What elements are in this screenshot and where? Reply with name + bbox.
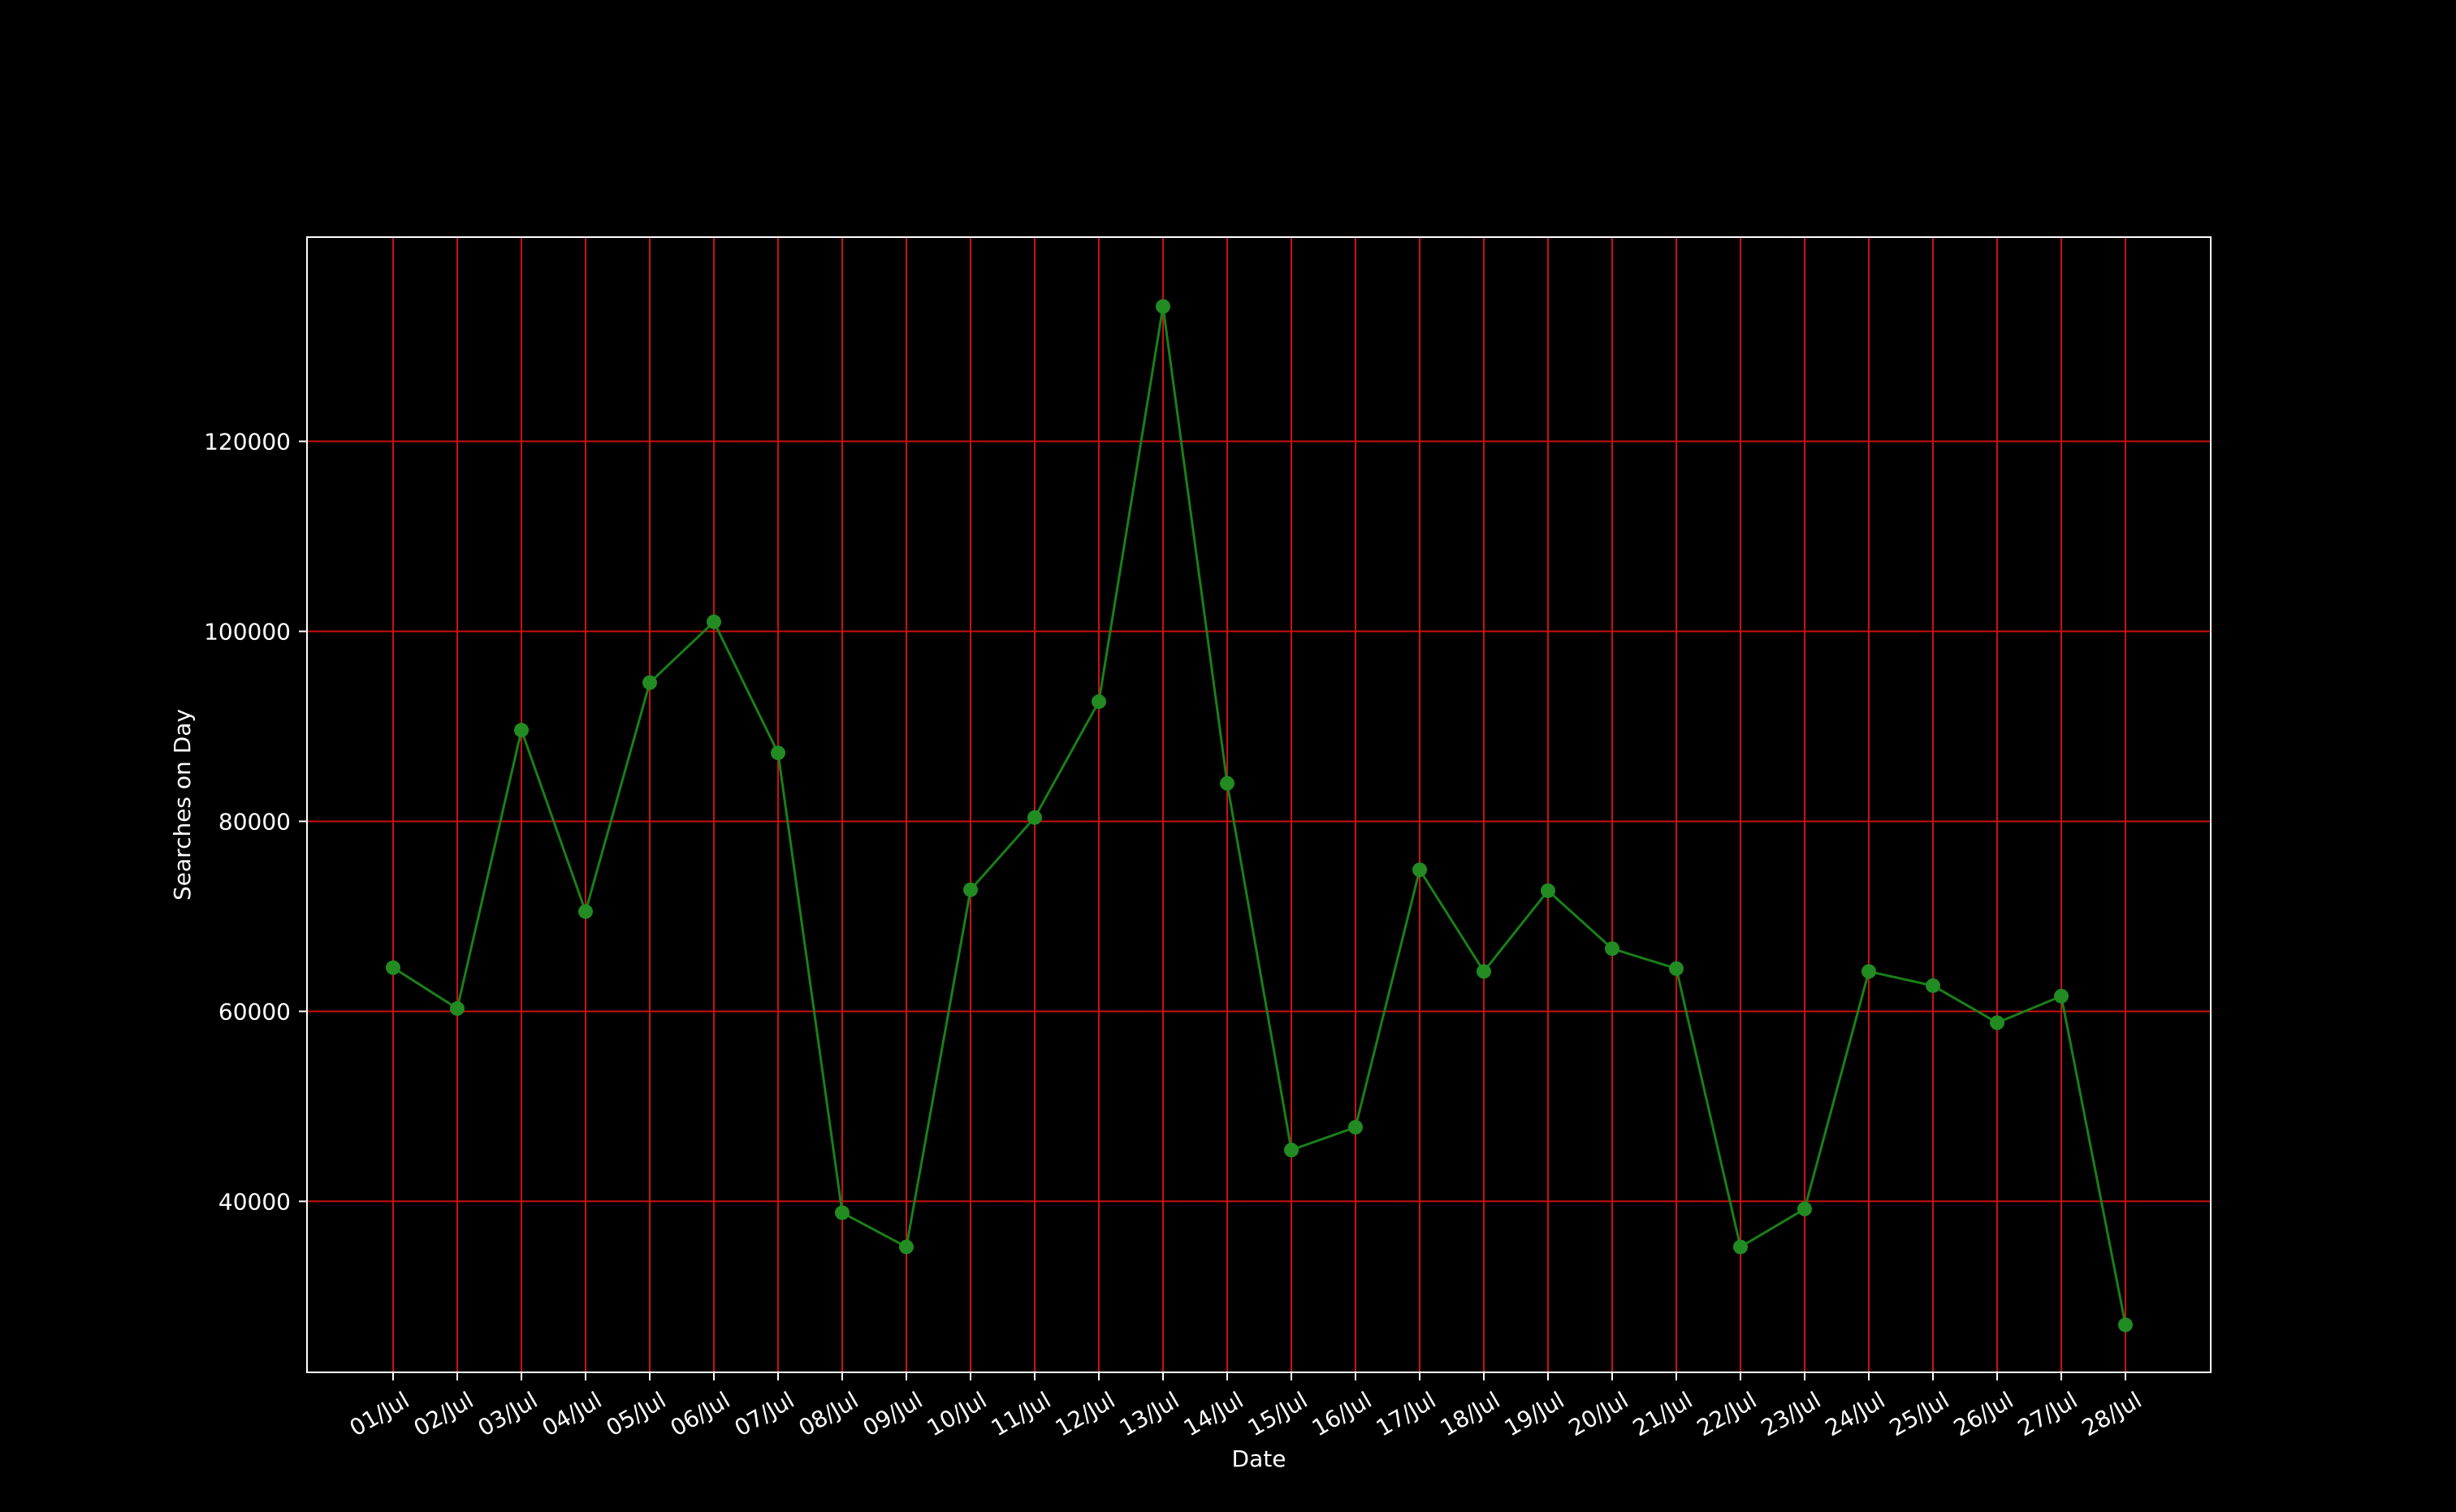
data-point xyxy=(386,960,400,975)
data-point xyxy=(1156,299,1170,314)
data-point xyxy=(1220,775,1234,791)
grid-lines xyxy=(307,237,2211,1372)
y-tick-label: 40000 xyxy=(218,1188,291,1215)
y-tick-label: 80000 xyxy=(218,808,291,835)
data-series xyxy=(392,305,2127,1325)
data-point xyxy=(1797,1201,1812,1216)
y-axis-ticks: 40000 60000 80000 100000 120000 xyxy=(204,429,307,1215)
data-point xyxy=(578,904,593,919)
data-point xyxy=(2054,988,2069,1004)
data-point xyxy=(450,1000,465,1016)
data-point xyxy=(771,745,785,761)
data-points xyxy=(386,299,2133,1333)
plot-area-background xyxy=(307,237,2211,1372)
series-line xyxy=(392,305,2127,1325)
data-point xyxy=(963,882,978,897)
data-point xyxy=(707,614,721,629)
data-point xyxy=(1284,1143,1299,1158)
data-point xyxy=(1412,862,1427,878)
data-point xyxy=(835,1205,850,1220)
y-tick-label: 100000 xyxy=(204,618,291,645)
data-point xyxy=(1348,1120,1363,1135)
x-axis-ticks: 01/Jul02/Jul03/Jul04/Jul05/Jul06/Jul07/J… xyxy=(345,1372,2147,1441)
x-axis-label: Date xyxy=(1232,1445,1286,1472)
y-axis-label: Searches on Day xyxy=(169,709,196,901)
data-point xyxy=(1669,961,1684,976)
data-point xyxy=(899,1239,914,1255)
data-point xyxy=(1027,810,1042,825)
data-point xyxy=(2118,1317,2133,1333)
data-point xyxy=(1733,1239,1748,1255)
data-point xyxy=(1477,964,1491,979)
data-point xyxy=(514,723,529,738)
data-point xyxy=(1861,964,1876,979)
data-point xyxy=(1541,883,1555,898)
data-point xyxy=(1926,978,1940,993)
plot-frame xyxy=(306,236,2212,1373)
data-point xyxy=(642,675,657,690)
y-tick-label: 60000 xyxy=(218,998,291,1025)
data-point xyxy=(1605,941,1619,957)
y-tick-label: 120000 xyxy=(204,429,291,456)
data-point xyxy=(1990,1015,2004,1030)
data-point xyxy=(1092,694,1106,710)
